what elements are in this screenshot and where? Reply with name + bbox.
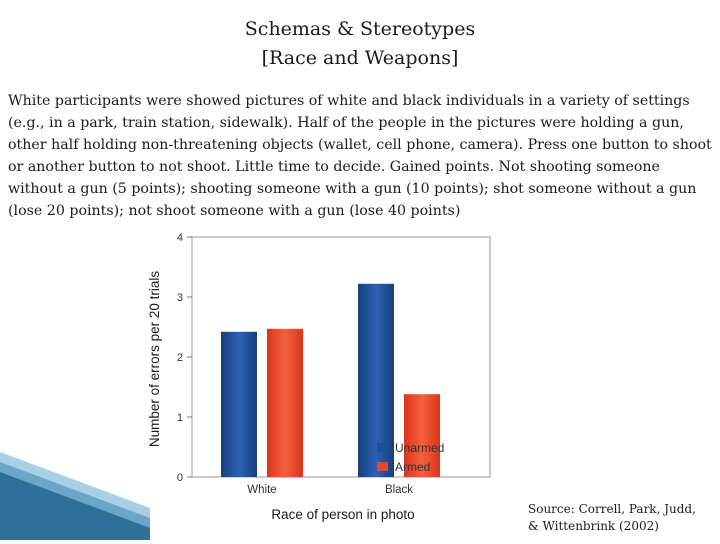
y-tick-label: 2 <box>177 352 183 364</box>
bar-black-armed <box>404 394 440 477</box>
bar-chart: 0 1 2 3 4 White Black Number of errors per 20… <box>145 222 502 540</box>
y-axis-ticks: 0 1 2 3 4 <box>177 232 192 484</box>
y-axis-label: Number of errors per 20 trials <box>147 271 162 448</box>
slide-subtitle: [Race and Weapons] <box>261 47 459 69</box>
y-tick-label: 0 <box>177 472 183 484</box>
legend-label-armed: Armed <box>395 460 430 474</box>
legend-label-unarmed: Unarmed <box>395 441 444 455</box>
slide-title: Schemas & Stereotypes <box>244 18 476 40</box>
y-tick-label: 1 <box>177 412 183 424</box>
source-line-2: & Wittenbrink (2002) <box>528 519 659 533</box>
x-axis-label: Race of person in photo <box>271 507 414 522</box>
x-tick-label-white: White <box>247 484 276 496</box>
source-citation: Source: Correll, Park, Judd, & Wittenbri… <box>528 501 708 535</box>
x-axis-ticks: White Black <box>247 484 413 496</box>
y-tick-label: 4 <box>177 232 183 244</box>
y-tick-label: 3 <box>177 292 183 304</box>
source-line-1: Source: Correll, Park, Judd, <box>528 502 696 516</box>
decorative-arrow-shape <box>0 452 150 540</box>
bar-white-armed <box>267 328 303 477</box>
bar-black-unarmed <box>358 283 394 477</box>
bar-white-unarmed <box>221 331 257 477</box>
x-tick-label-black: Black <box>385 484 413 496</box>
bars-group <box>221 283 440 477</box>
legend-swatch-armed <box>377 462 388 471</box>
legend-swatch-unarmed <box>377 443 388 452</box>
slide-body-text: White participants were showed pictures … <box>8 93 712 219</box>
chart-legend: Unarmed Armed <box>377 441 444 474</box>
